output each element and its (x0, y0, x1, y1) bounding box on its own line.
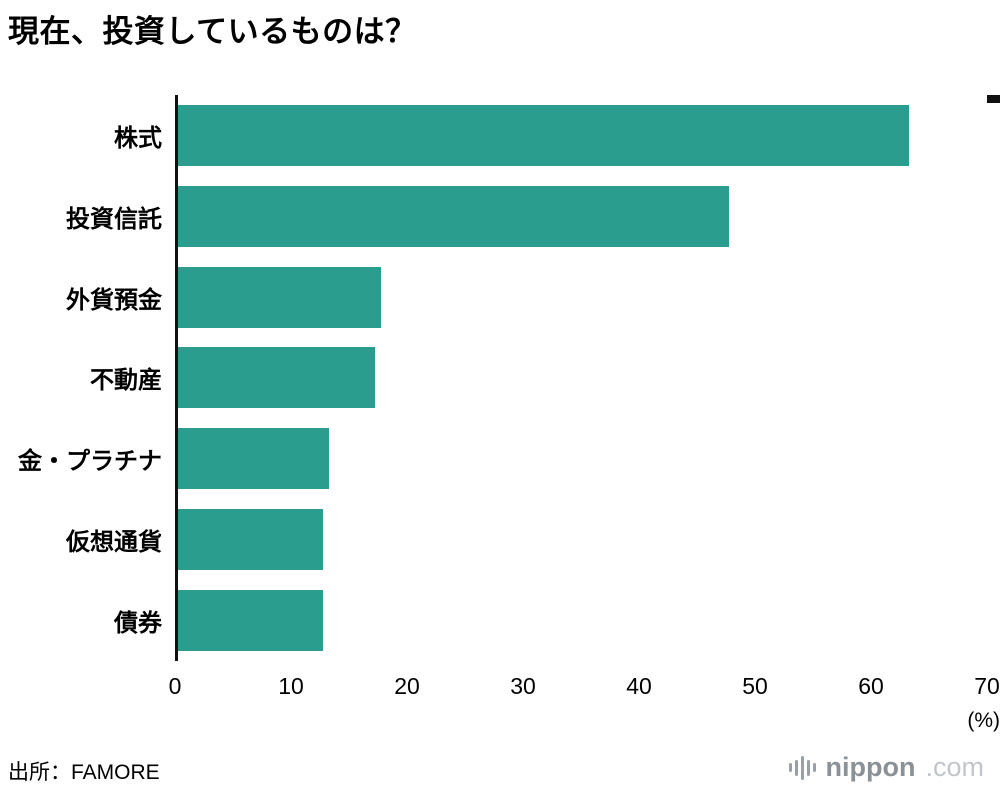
bar (178, 185, 729, 247)
category-label: 株式 (114, 124, 162, 152)
category-label: 債券 (114, 609, 162, 637)
chart-title: 現在、投資しているものは？ (8, 14, 417, 49)
nippon-com-logo: nippon .com (788, 752, 984, 783)
plot-area: 株式投資信託外貨預金不動産金・プラチナ仮想通貨債券 (18, 95, 990, 661)
category-label: 外貨預金 (66, 286, 162, 314)
x-tick-label: 10 (278, 673, 304, 699)
x-tick-label: 40 (626, 673, 652, 699)
x-tick-label: 20 (394, 673, 420, 699)
x-axis: (%) 0 10 20 30 40 50 60 70 (169, 673, 1000, 743)
bar-row: 金・プラチナ (18, 418, 990, 499)
logo-tld-text: .com (925, 752, 984, 782)
x-tick-label: 50 (742, 673, 768, 699)
category-label: 金・プラチナ (18, 448, 162, 476)
bar (178, 266, 381, 328)
bar (178, 347, 376, 409)
x-tick-label: 0 (168, 673, 182, 699)
bar-row: 株式 (114, 95, 990, 176)
x-tick-label: 60 (858, 673, 884, 699)
x-axis-unit-label: (%) (967, 709, 1000, 732)
bar-row: 外貨預金 (66, 257, 990, 338)
bar (178, 509, 323, 571)
x-tick-label: 30 (510, 673, 536, 699)
x-tick-label: 70 (974, 673, 1000, 699)
bar-row: 不動産 (90, 338, 990, 419)
category-label: 投資信託 (66, 205, 162, 233)
category-label: 不動産 (90, 367, 162, 395)
bar-row: 債券 (114, 580, 990, 661)
bar (178, 104, 909, 166)
bar-row: 仮想通貨 (66, 499, 990, 580)
frame-tick (987, 95, 1000, 103)
category-label: 仮想通貨 (66, 529, 162, 557)
soundwave-bars-icon (788, 753, 816, 783)
bar (178, 428, 329, 490)
logo-name-text: nippon (825, 752, 916, 782)
bar (178, 589, 323, 651)
bar-row: 投資信託 (66, 176, 990, 257)
source-note: 出所：FAMORE (8, 761, 160, 784)
